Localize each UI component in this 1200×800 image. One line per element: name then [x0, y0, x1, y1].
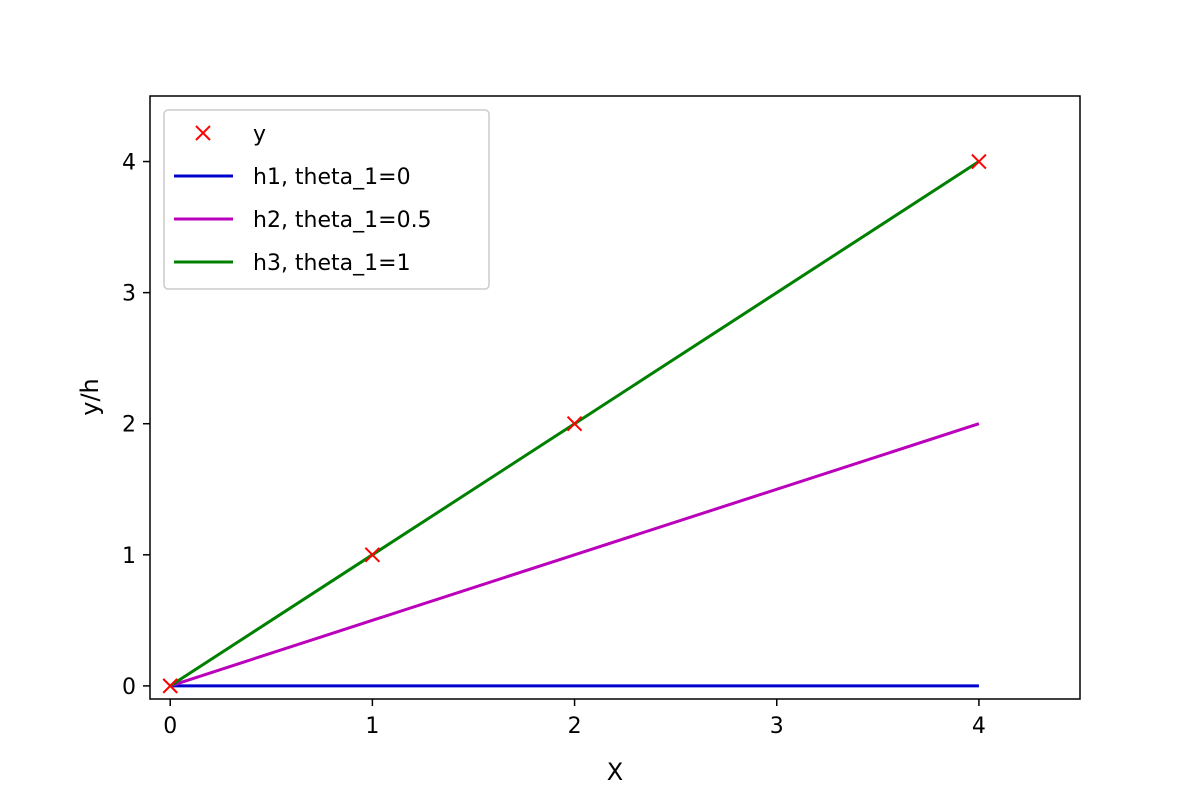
legend-label: y	[253, 122, 266, 147]
series-line-2	[169, 422, 980, 688]
y-tick-label: 3	[122, 282, 136, 307]
x-tick-label: 1	[365, 714, 379, 739]
x-tick-label: 3	[770, 714, 784, 739]
x-tick-label: 0	[163, 714, 177, 739]
y-tick-label: 0	[122, 675, 136, 700]
y-tick-label: 2	[122, 413, 136, 438]
data-point-marker	[566, 416, 583, 432]
data-point-marker	[971, 153, 987, 170]
axis-ticks: 0 1 2 3 4 0 1 2 3 4	[122, 151, 986, 739]
plot-frame	[149, 95, 1081, 700]
x-tick-label: 2	[568, 714, 582, 739]
legend-label: h3, theta_1=1	[253, 251, 411, 276]
y-tick-label: 4	[122, 151, 136, 176]
data-point-marker	[364, 547, 381, 563]
data-point-marker	[162, 678, 178, 694]
legend-label: h1, theta_1=0	[253, 165, 411, 190]
legend-label: h2, theta_1=0.5	[253, 208, 432, 233]
x-tick-label: 4	[972, 714, 986, 739]
legend-box	[163, 109, 490, 290]
y-tick-label: 1	[122, 544, 136, 569]
x-axis-label: X	[607, 758, 623, 786]
y-axis-label: y/h	[76, 378, 104, 416]
plot-area	[162, 153, 987, 694]
series-line-3	[169, 160, 980, 688]
legend: y h1, theta_1=0 h2, theta_1=0.5 h3, theta_1…	[163, 109, 490, 290]
legend-marker	[195, 125, 211, 141]
